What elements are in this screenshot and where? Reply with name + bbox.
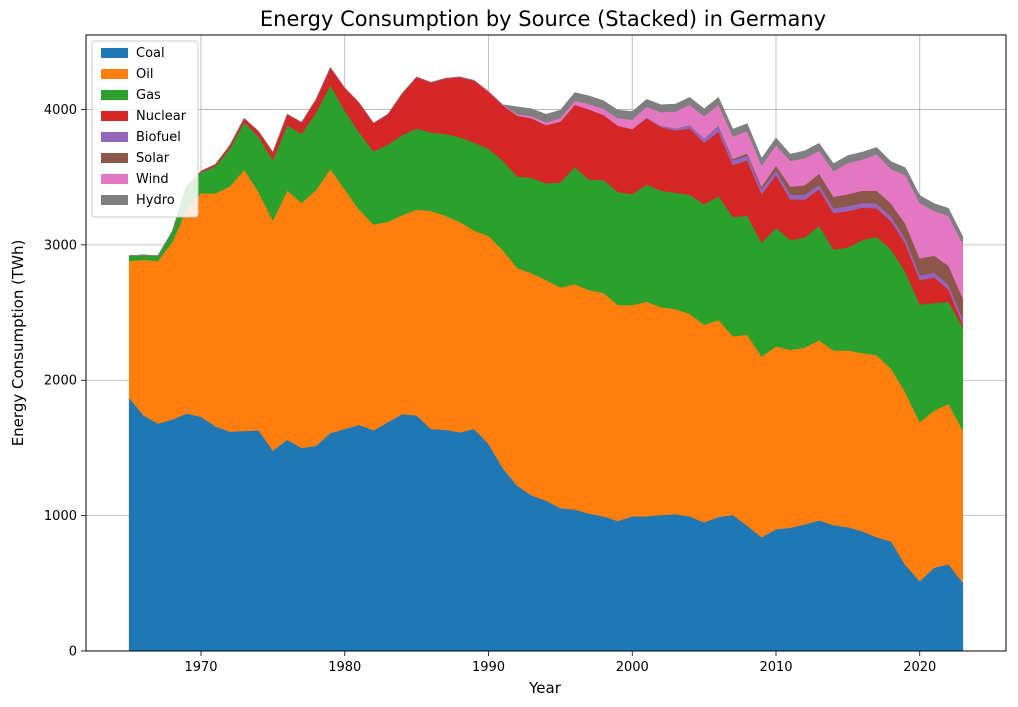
x-axis-ticks: 1970 1980 1990 2000 2010 2020 <box>184 651 936 675</box>
x-tick-label: 2020 <box>903 660 936 675</box>
legend-label-gas: Gas <box>136 88 161 103</box>
y-axis-ticks: 0 1000 2000 3000 4000 <box>44 103 86 660</box>
legend-swatch-wind <box>101 174 128 184</box>
legend: Coal Oil Gas Nuclear Biofuel Solar Wind Hydro <box>91 40 199 218</box>
legend-label-wind: Wind <box>136 172 169 187</box>
y-tick-label: 3000 <box>44 238 77 253</box>
x-tick-label: 1980 <box>328 660 361 675</box>
chart-title: Energy Consumption by Source (Stacked) i… <box>260 7 826 31</box>
legend-label-biofuel: Biofuel <box>136 130 181 145</box>
y-tick-label: 4000 <box>44 103 77 118</box>
legend-label-oil: Oil <box>136 67 153 82</box>
legend-label-hydro: Hydro <box>136 193 175 208</box>
legend-label-coal: Coal <box>136 46 165 61</box>
legend-swatch-coal <box>101 48 128 58</box>
x-tick-label: 2010 <box>759 660 792 675</box>
y-tick-label: 0 <box>69 645 77 660</box>
legend-swatch-nuclear <box>101 111 128 121</box>
x-tick-label: 1990 <box>472 660 505 675</box>
legend-label-solar: Solar <box>136 151 170 166</box>
y-axis-label: Energy Consumption (TWh) <box>9 240 27 447</box>
legend-swatch-biofuel <box>101 132 128 142</box>
x-tick-label: 2000 <box>616 660 649 675</box>
area-hydro <box>129 66 964 256</box>
legend-swatch-oil <box>101 69 128 79</box>
legend-swatch-gas <box>101 90 128 100</box>
legend-box <box>91 40 199 218</box>
x-axis-label: Year <box>528 679 562 697</box>
legend-swatch-solar <box>101 153 128 163</box>
stacked-areas <box>128 66 964 652</box>
y-tick-label: 1000 <box>44 509 77 524</box>
x-tick-label: 1970 <box>184 660 217 675</box>
plot-frame <box>85 34 1007 652</box>
legend-label-nuclear: Nuclear <box>136 109 187 124</box>
legend-swatch-hydro <box>101 195 128 205</box>
y-tick-label: 2000 <box>44 374 77 389</box>
